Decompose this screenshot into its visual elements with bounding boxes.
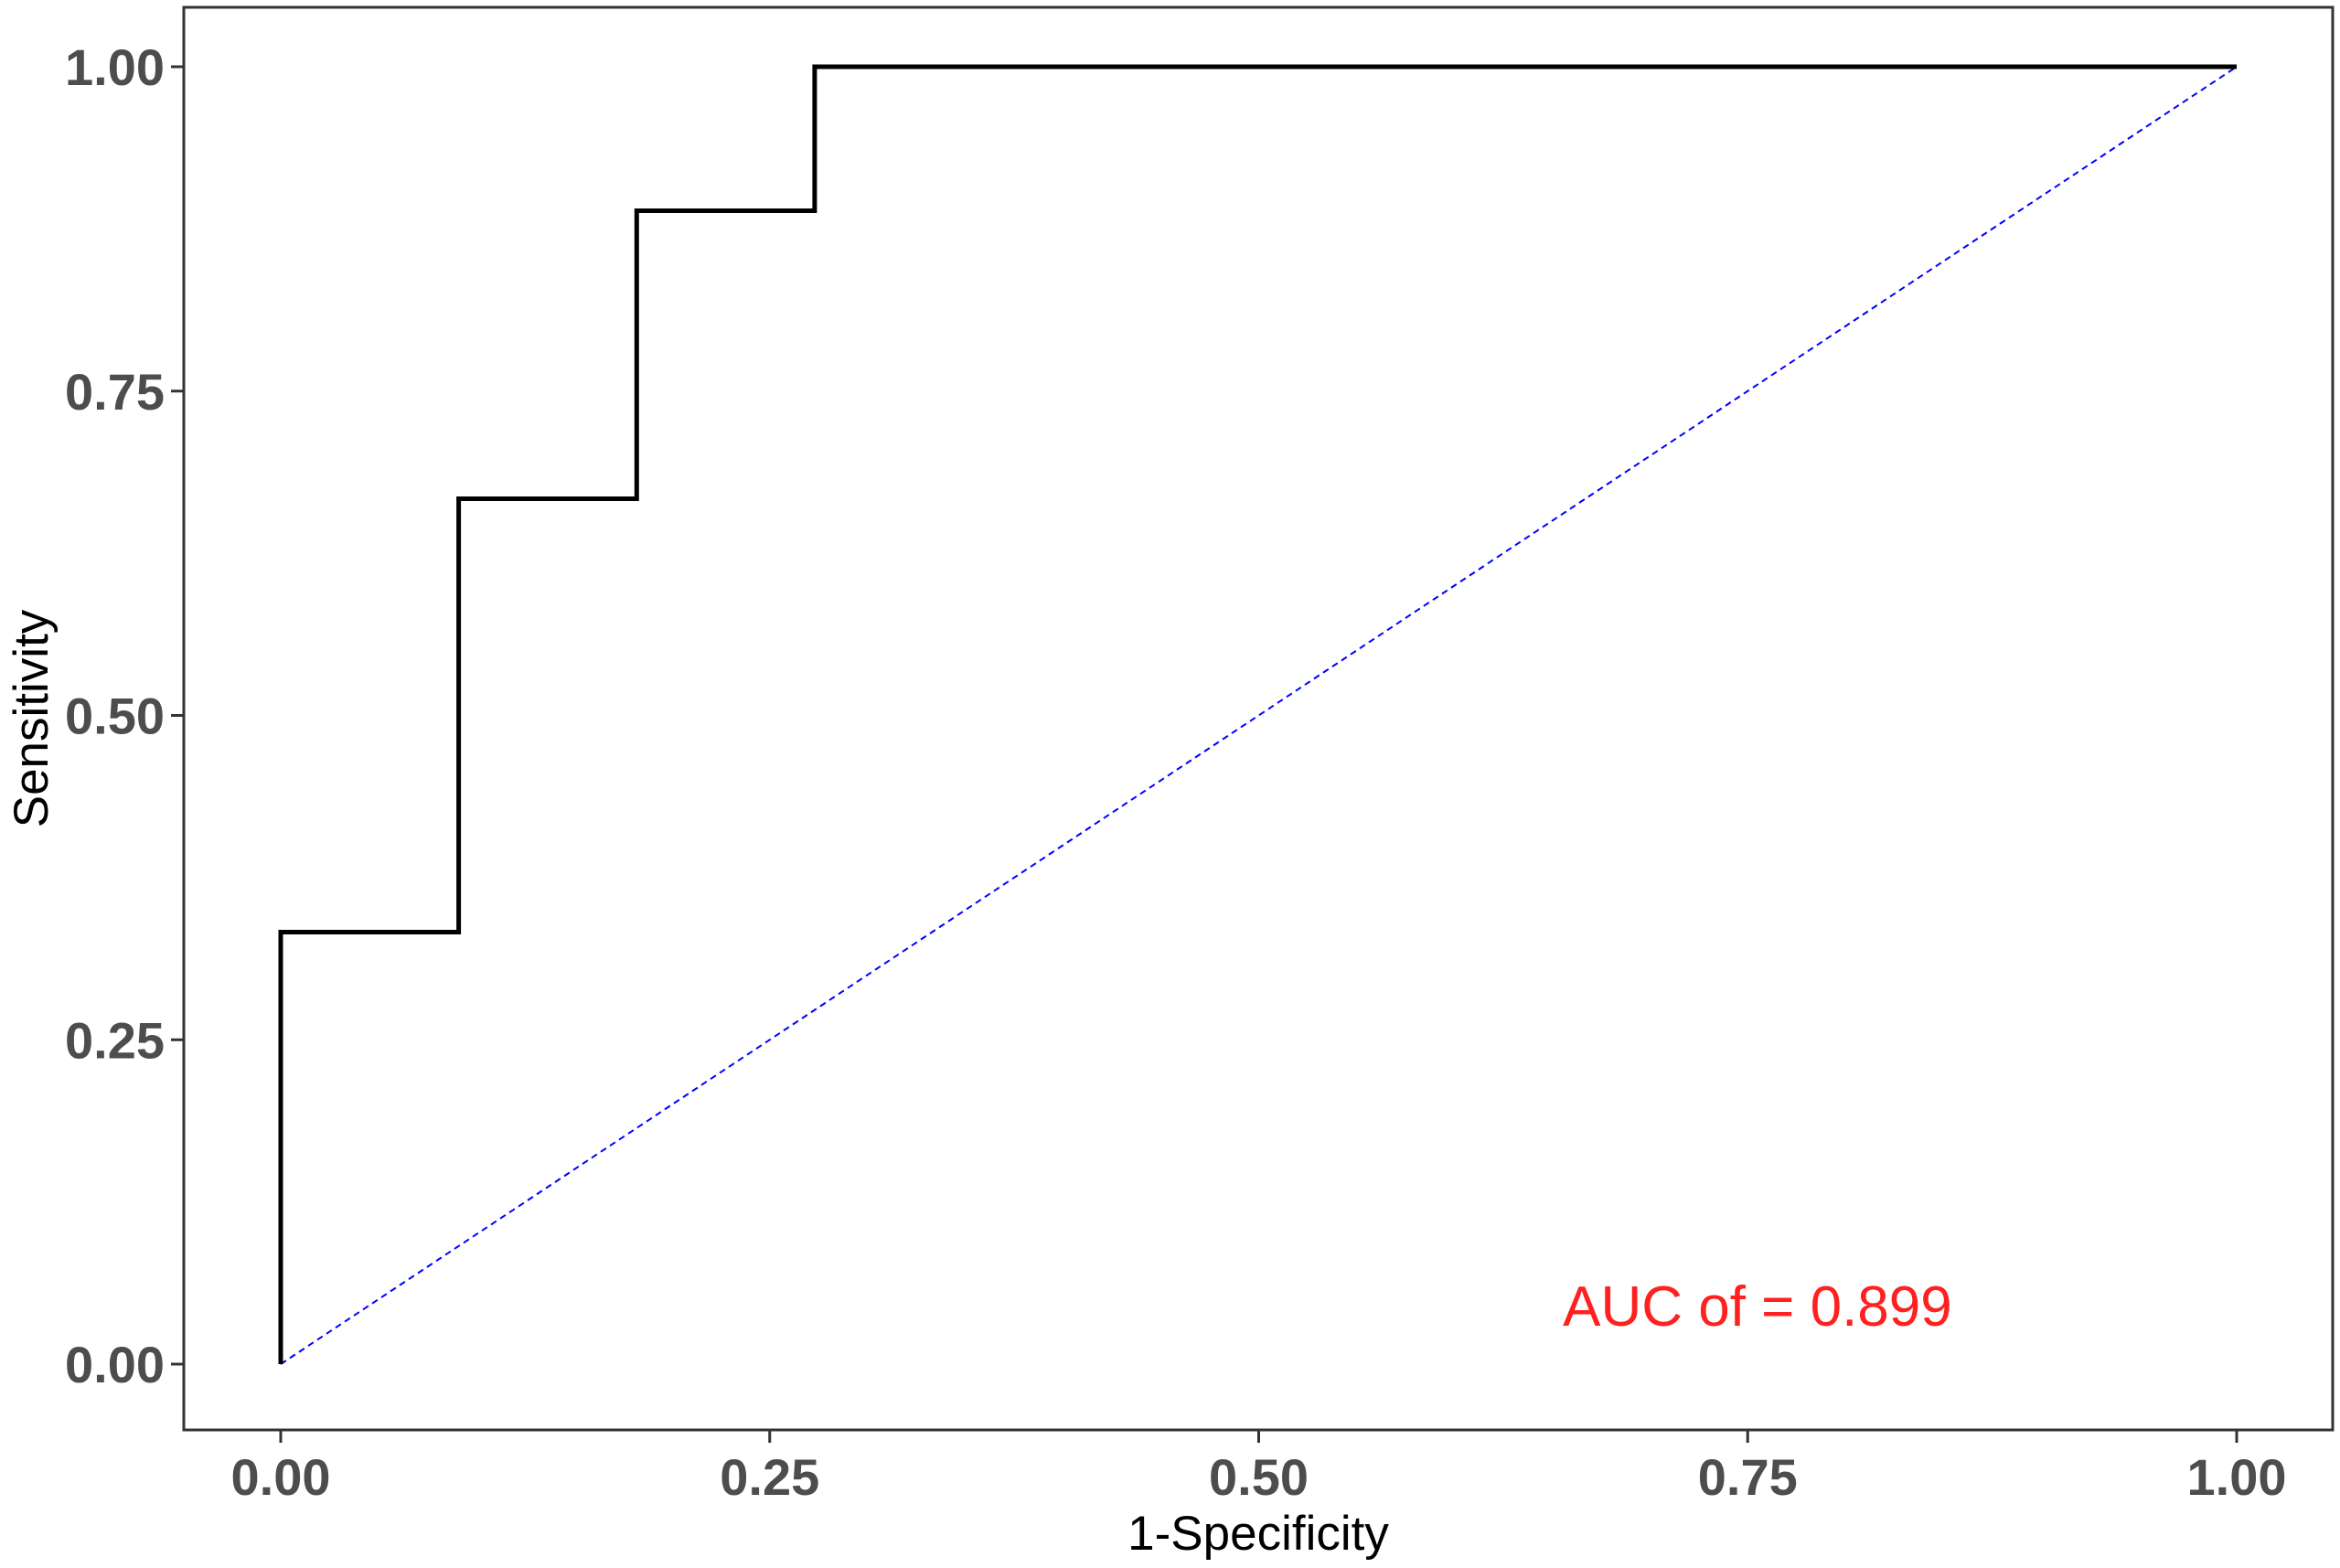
y-axis-title: Sensitivity bbox=[5, 609, 59, 827]
x-tick-label: 1.00 bbox=[2187, 1448, 2287, 1506]
reference-diagonal-line bbox=[280, 66, 2238, 1365]
series-layer bbox=[278, 64, 2238, 1365]
y-tick-label: 0.50 bbox=[65, 688, 165, 745]
x-axis-title: 1-Specificity bbox=[1127, 1507, 1389, 1561]
y-tick-label: 0.75 bbox=[65, 363, 165, 421]
x-tick-label: 0.25 bbox=[720, 1448, 819, 1506]
y-tick-label: 0.25 bbox=[65, 1011, 165, 1069]
y-tick-label: 1.00 bbox=[65, 38, 165, 96]
x-tick-label: 0.50 bbox=[1209, 1448, 1309, 1506]
y-tick-label: 0.00 bbox=[65, 1336, 165, 1393]
x-axis-ticks: 0.00 0.25 0.50 0.75 1.00 bbox=[231, 1430, 2287, 1506]
roc-curve-line bbox=[278, 64, 2237, 1364]
x-tick-label: 0.75 bbox=[1698, 1448, 1798, 1506]
auc-annotation: AUC of = 0.899 bbox=[1563, 1275, 1952, 1339]
x-tick-label: 0.00 bbox=[231, 1448, 331, 1506]
y-axis-ticks: 0.00 0.25 0.50 0.75 1.00 bbox=[65, 38, 184, 1393]
plot-panel-border bbox=[182, 5, 2335, 1432]
